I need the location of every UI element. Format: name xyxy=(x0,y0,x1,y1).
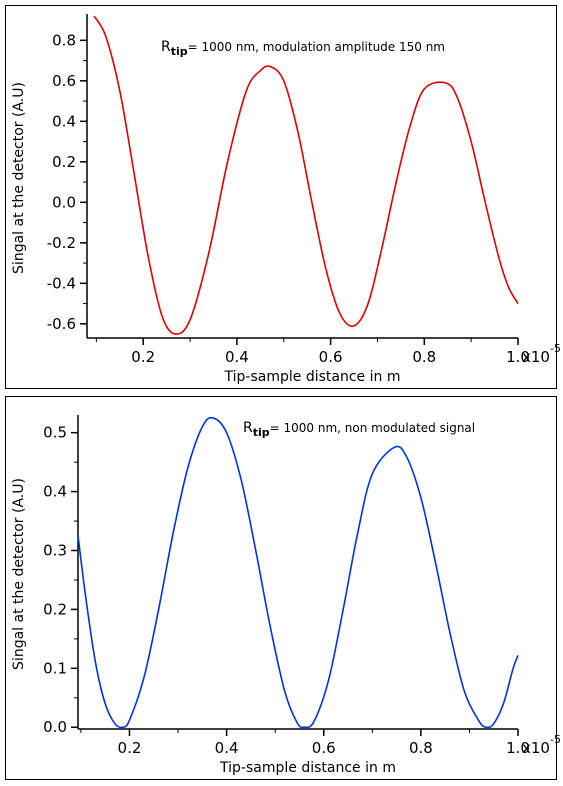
chart-1-x-tick-label: 0.2 xyxy=(118,739,142,757)
chart-0-y-axis-title: Singal at the detector (A.U) xyxy=(11,82,27,274)
chart-0-y-tick-label: 0.4 xyxy=(52,112,76,130)
chart-0-y-tick-label: -0.6 xyxy=(47,315,76,333)
chart-0-series-line-0 xyxy=(93,15,519,335)
chart-0-y-tick-label: 0.0 xyxy=(52,193,76,211)
chart-1-y-tick-label: 0.4 xyxy=(43,483,67,501)
chart-0-x-scale-label: x10 xyxy=(522,348,550,366)
chart-panel-top: -0.6 -0.4 -0.2 0.0 0.2 0.4 0.6 0.8 0.2 0.4 0.6 0.8 1… xyxy=(5,5,561,389)
chart-1-x-tick-label: 0.4 xyxy=(215,739,239,757)
chart-1-y-tick-label: 0.1 xyxy=(43,659,67,677)
chart-1-x-scale-exponent: -5 xyxy=(550,733,561,746)
chart-0-y-tick-label: -0.4 xyxy=(47,274,76,292)
chart-0-x-tick-label: 0.2 xyxy=(131,348,155,366)
chart-0-x-tick-label: 0.6 xyxy=(319,348,343,366)
chart-1-series-line-0 xyxy=(77,416,519,729)
chart-0-x-tick-label: 0.4 xyxy=(225,348,249,366)
chart-0-annotation: Rtip= 1000 nm, modulation amplitude 150 … xyxy=(161,39,445,58)
chart-0-annotation-subscript: tip xyxy=(171,45,188,58)
chart-1-y-tick-label: 0.5 xyxy=(43,424,67,442)
chart-1-y-tick-label: 0.2 xyxy=(43,600,67,618)
chart-0-x-tick-label: 1.0 xyxy=(506,348,530,366)
chart-0-annotation-main: R xyxy=(161,39,171,55)
chart-0-y-tick-label: -0.2 xyxy=(47,234,76,252)
chart-0-y-tick-label: 0.2 xyxy=(52,153,76,171)
chart-1-x-tick-label: 0.6 xyxy=(312,739,336,757)
chart-1-x-tick-label: 0.8 xyxy=(409,739,433,757)
chart-1-y-axis-title: Singal at the detector (A.U) xyxy=(11,478,27,670)
chart-1-y-tick-label: 0.3 xyxy=(43,541,67,559)
chart-1-annotation-subscript: tip xyxy=(253,426,270,439)
chart-0-y-tick-label: 0.6 xyxy=(52,72,76,90)
chart-0-x-tick-label: 0.8 xyxy=(412,348,436,366)
chart-1-x-scale-label: x10 xyxy=(522,739,550,757)
chart-1-y-tick-label: 0.0 xyxy=(43,718,67,736)
chart-1-annotation-main: R xyxy=(243,420,253,436)
chart-1-x-tick-label: 1.0 xyxy=(506,739,530,757)
chart-0-x-scale-exponent: -5 xyxy=(550,342,561,355)
chart-0-annotation-rest: = 1000 nm, modulation amplitude 150 nm xyxy=(188,40,445,54)
chart-0-x-axis-title: Tip-sample distance in m xyxy=(224,369,401,385)
chart-0-y-tick-label: 0.8 xyxy=(52,31,76,49)
chart-panel-bottom: 0.0 0.1 0.2 0.3 0.4 0.5 0.2 0.4 0.6 0.8 1.0 x10 -5 Ti… xyxy=(5,396,561,780)
chart-1-x-axis-title: Tip-sample distance in m xyxy=(219,760,396,776)
chart-1-annotation-rest: = 1000 nm, non modulated signal xyxy=(270,421,475,435)
chart-top-svg: -0.6 -0.4 -0.2 0.0 0.2 0.4 0.6 0.8 0.2 0.4 0.6 0.8 1… xyxy=(11,14,561,385)
chart-1-annotation: Rtip= 1000 nm, non modulated signal xyxy=(243,420,475,439)
